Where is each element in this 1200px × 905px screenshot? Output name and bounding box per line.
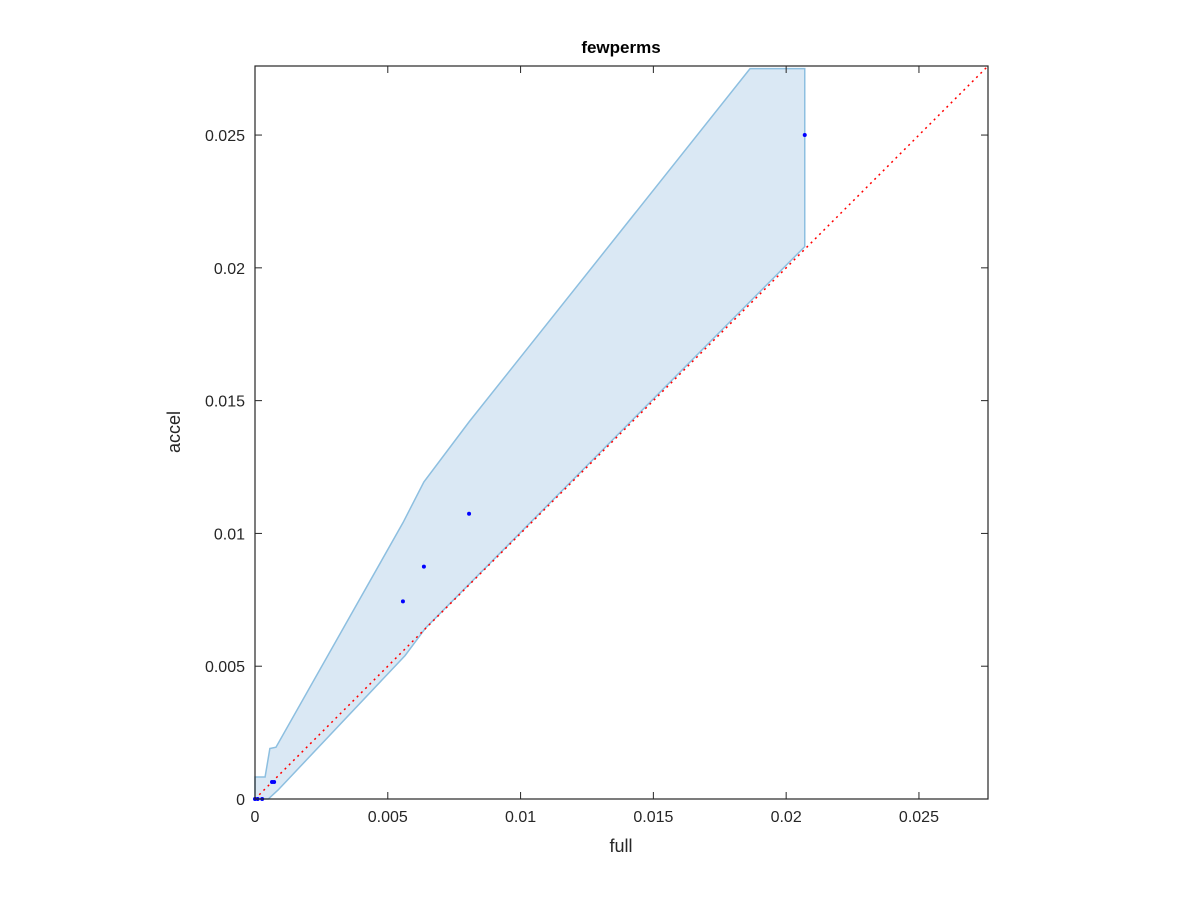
scatter-point [400,599,405,604]
x-tick-label: 0 [251,809,260,826]
scatter-point [467,511,472,516]
y-axis-label: accel [164,411,184,453]
x-axis-label: full [609,836,632,856]
y-tick-label: 0.025 [205,128,245,145]
y-tick-label: 0.01 [214,526,245,543]
axes-box [254,65,989,800]
x-tick-label: 0.015 [633,809,673,826]
y-tick-label: 0.02 [214,261,245,278]
scatter-point [272,780,277,785]
x-tick-label: 0.01 [505,809,536,826]
x-tick-label: 0.02 [771,809,802,826]
confidence-band [254,67,806,800]
scatter-point [802,133,807,138]
x-tick-label: 0.005 [368,809,408,826]
y-tick-label: 0 [236,792,245,809]
scatter-point [421,564,426,569]
x-tick-label: 0.025 [899,809,939,826]
chart-title: fewperms [581,38,660,57]
y-tick-label: 0.005 [205,659,245,676]
y-tick-label: 0.015 [205,394,245,411]
